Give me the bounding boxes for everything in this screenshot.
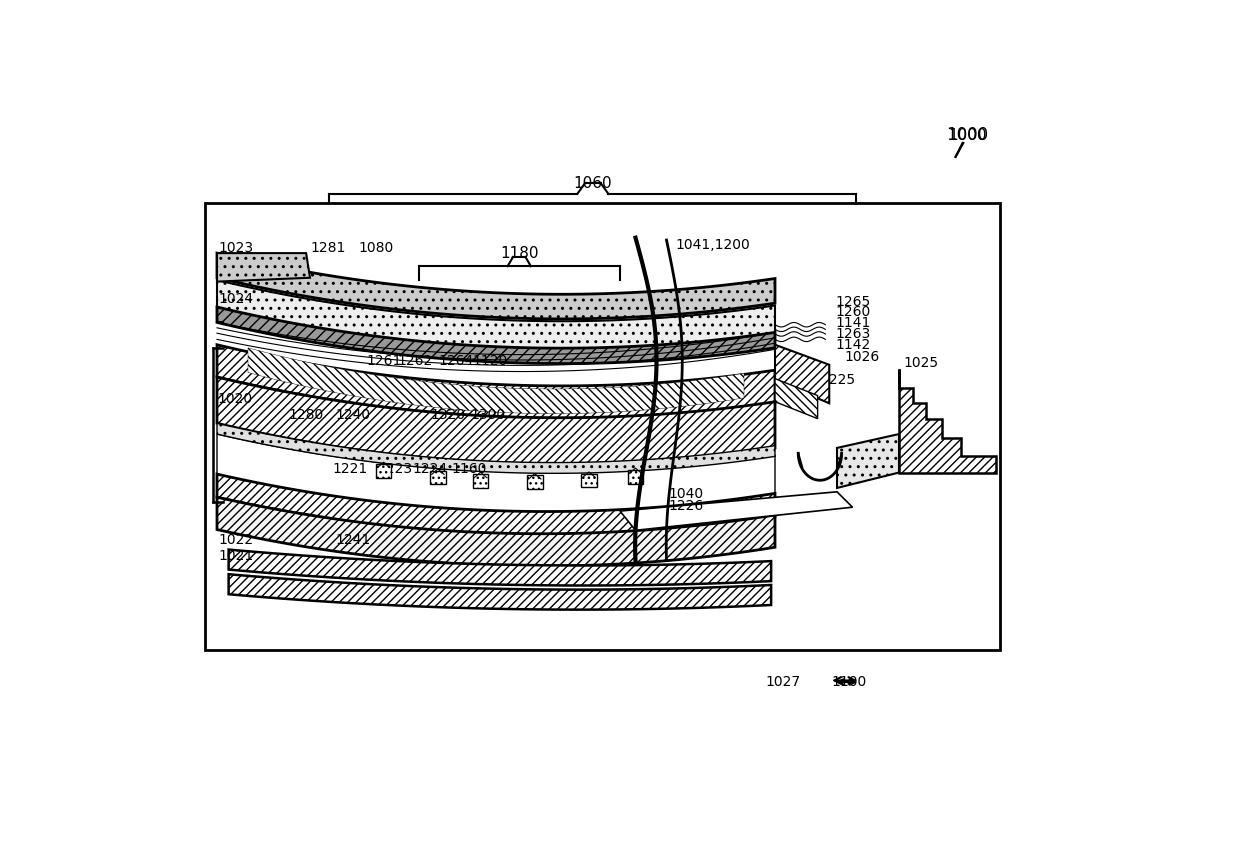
Bar xyxy=(206,203,999,650)
Polygon shape xyxy=(217,377,775,464)
Text: 1021: 1021 xyxy=(218,549,254,563)
Text: 1280: 1280 xyxy=(289,408,324,422)
Text: 1040: 1040 xyxy=(668,487,703,501)
Polygon shape xyxy=(472,474,489,487)
Text: 1220: 1220 xyxy=(899,443,934,456)
Polygon shape xyxy=(228,550,771,585)
Text: 1180: 1180 xyxy=(500,246,538,262)
Text: 1261: 1261 xyxy=(366,353,402,368)
Text: 1140: 1140 xyxy=(899,454,934,468)
Text: 1143: 1143 xyxy=(797,373,832,387)
Text: 1225: 1225 xyxy=(820,373,856,387)
Text: 1320: 1320 xyxy=(430,408,465,422)
Polygon shape xyxy=(228,574,771,610)
Polygon shape xyxy=(217,497,775,566)
Polygon shape xyxy=(376,464,392,478)
Polygon shape xyxy=(627,469,644,484)
Text: 1023: 1023 xyxy=(218,241,254,255)
Text: 1026: 1026 xyxy=(844,350,880,364)
Text: 1263: 1263 xyxy=(836,327,870,341)
Polygon shape xyxy=(217,253,775,319)
Text: 1025: 1025 xyxy=(903,356,939,370)
Text: 1240: 1240 xyxy=(335,408,371,422)
Polygon shape xyxy=(620,492,853,530)
Text: 1141: 1141 xyxy=(836,317,870,330)
Polygon shape xyxy=(248,347,744,414)
Polygon shape xyxy=(217,434,775,512)
Polygon shape xyxy=(899,369,996,473)
Polygon shape xyxy=(775,378,817,419)
Polygon shape xyxy=(217,474,775,535)
Text: 1022: 1022 xyxy=(218,534,254,547)
Text: 1060: 1060 xyxy=(574,176,613,191)
Polygon shape xyxy=(217,307,775,364)
Text: 1080: 1080 xyxy=(358,241,393,255)
Polygon shape xyxy=(582,474,596,487)
Text: 1224: 1224 xyxy=(413,462,448,475)
Text: 1024: 1024 xyxy=(218,293,254,306)
Text: 1241: 1241 xyxy=(335,534,371,547)
Text: 1222: 1222 xyxy=(797,387,832,401)
Polygon shape xyxy=(217,280,775,349)
Text: 1000: 1000 xyxy=(946,126,988,144)
Text: 1142: 1142 xyxy=(836,338,870,352)
Text: 1260: 1260 xyxy=(836,305,870,319)
Polygon shape xyxy=(217,253,310,281)
Text: 1027: 1027 xyxy=(765,675,800,689)
Text: 1221: 1221 xyxy=(332,462,368,475)
Text: 1100: 1100 xyxy=(831,675,867,689)
Text: 1262: 1262 xyxy=(397,353,433,368)
Text: 1226: 1226 xyxy=(668,499,703,513)
Polygon shape xyxy=(775,345,830,403)
Text: 1300: 1300 xyxy=(471,408,506,422)
Polygon shape xyxy=(217,423,775,474)
Text: 1120: 1120 xyxy=(472,353,507,368)
Text: 1281: 1281 xyxy=(310,241,346,255)
Polygon shape xyxy=(430,470,445,485)
Text: 1223: 1223 xyxy=(378,462,413,475)
Text: 1020: 1020 xyxy=(217,392,252,407)
Text: 1160: 1160 xyxy=(451,462,486,475)
Polygon shape xyxy=(527,475,543,489)
Text: 1265: 1265 xyxy=(836,294,870,309)
Text: 1264: 1264 xyxy=(438,353,474,368)
Polygon shape xyxy=(217,345,775,418)
Polygon shape xyxy=(837,434,899,488)
Text: 1000: 1000 xyxy=(947,128,987,142)
Text: 1041,1200: 1041,1200 xyxy=(676,239,750,252)
